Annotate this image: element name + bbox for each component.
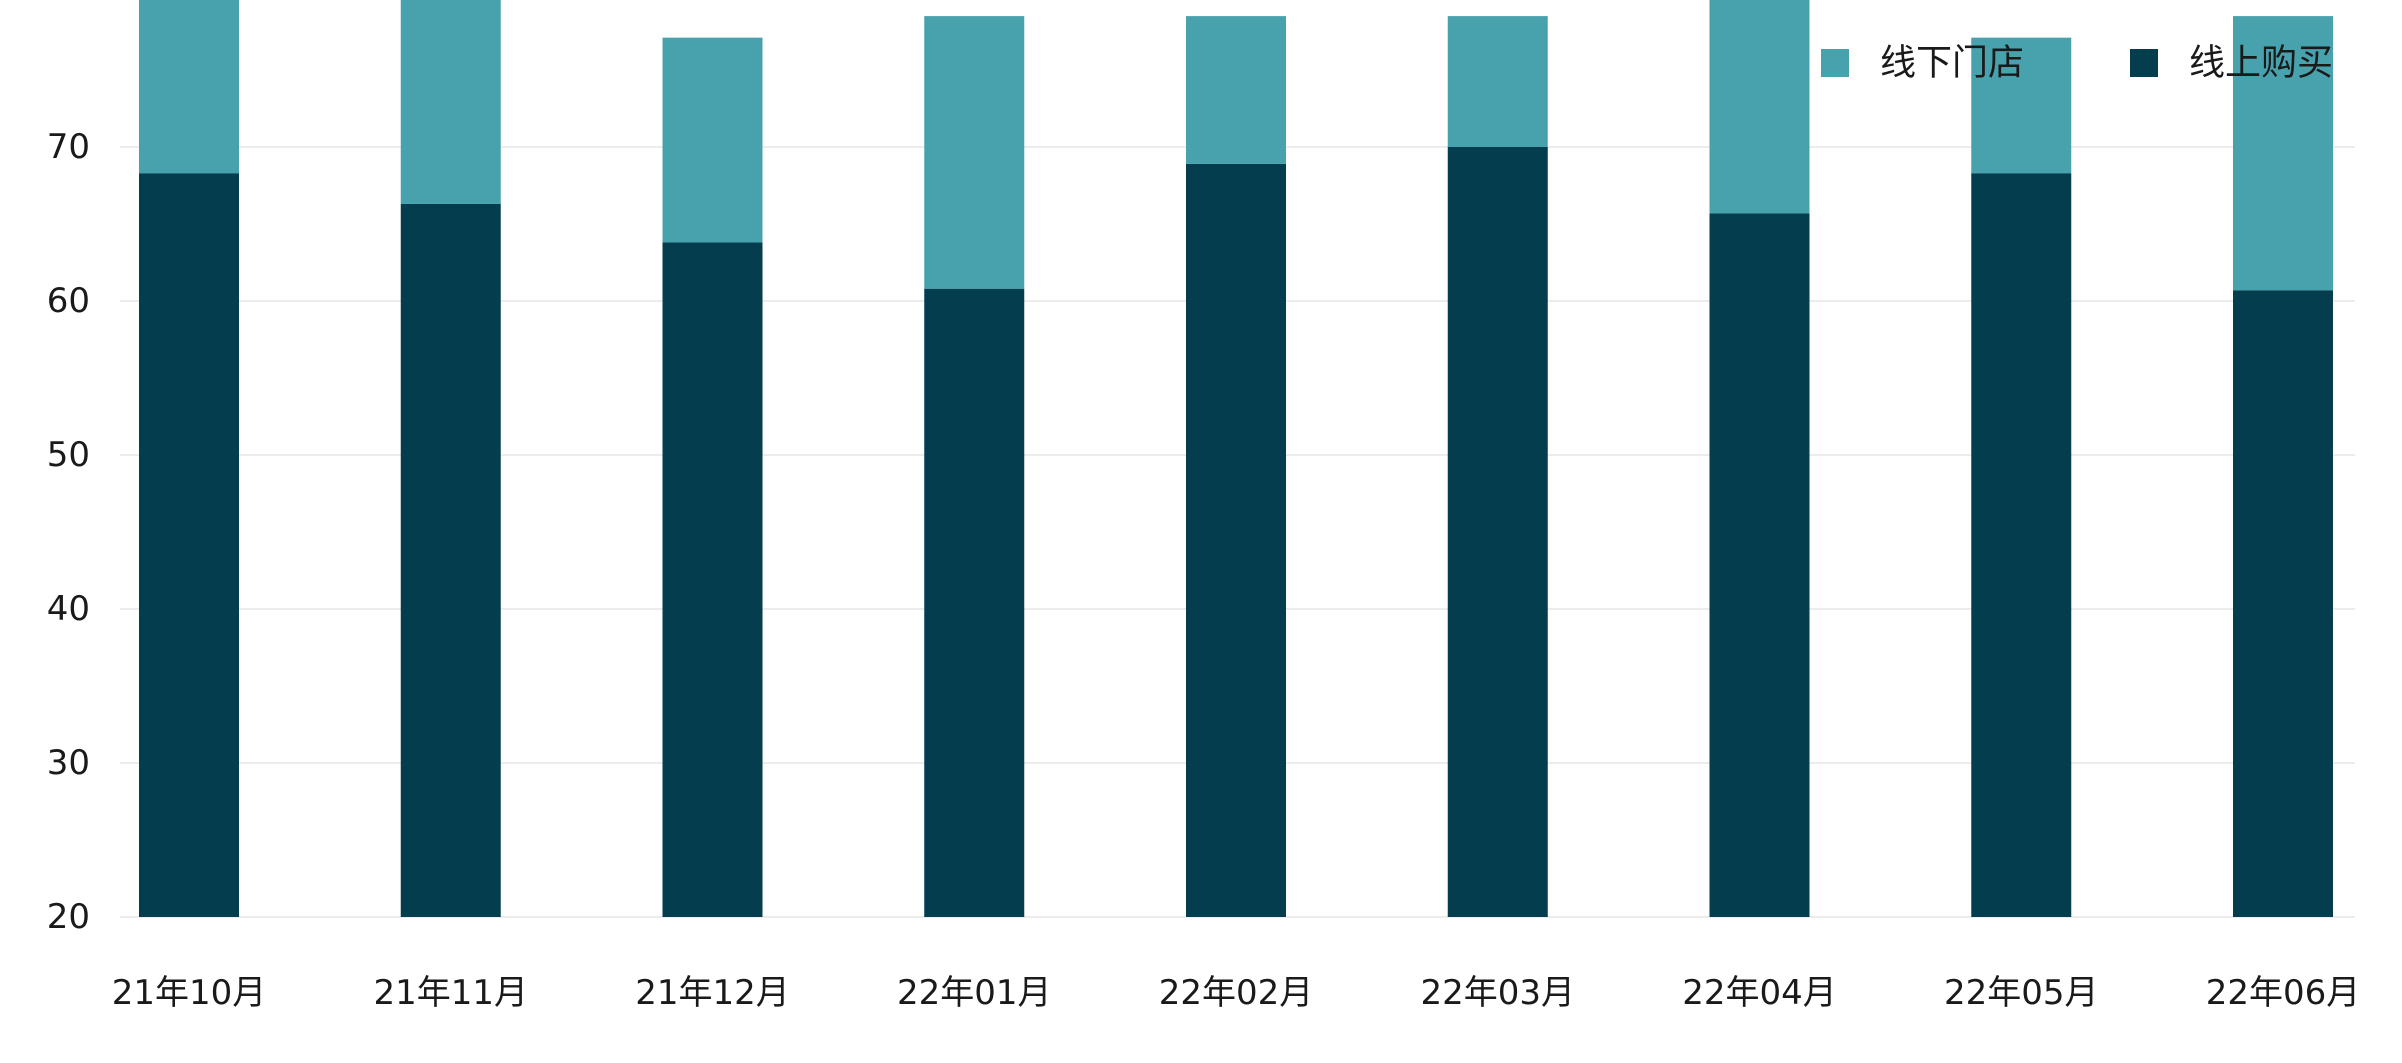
y-tick-label: 70 [47, 127, 90, 167]
legend-swatch [2130, 49, 2158, 77]
x-tick-label: 22年06月 [2206, 973, 2361, 1013]
legend-item-online: 线上购买 [2130, 43, 2333, 84]
y-tick-label: 20 [47, 897, 90, 937]
y-tick-label: 40 [47, 589, 90, 629]
legend: 线下门店 线上购买 [1821, 43, 2333, 84]
bar-online-0 [139, 173, 239, 917]
bars-layer [139, 0, 2333, 918]
bar-offline-8 [2233, 16, 2333, 291]
x-tick-label: 21年11月 [373, 973, 528, 1013]
x-axis-ticks: 21年10月 21年11月 21年12月 22年01月 22年02月 22年03月 22年0… [112, 973, 2361, 1013]
legend-item-offline: 线下门店 [1821, 43, 2024, 84]
x-tick-label: 22年05月 [1944, 973, 2099, 1013]
bar-online-4 [1186, 163, 1286, 917]
bar-online-2 [662, 242, 763, 918]
y-tick-label: 30 [47, 743, 90, 783]
bar-offline-3 [924, 16, 1025, 289]
bar-offline-4 [1186, 16, 1286, 164]
bar-online-3 [924, 288, 1025, 917]
x-tick-label: 21年12月 [635, 973, 790, 1013]
bar-offline-6 [1709, 0, 1810, 214]
x-tick-label: 21年10月 [112, 973, 267, 1013]
bar-online-6 [1709, 213, 1810, 918]
bar-online-8 [2233, 290, 2333, 918]
x-tick-label: 22年02月 [1159, 973, 1314, 1013]
legend-label: 线上购买 [2189, 43, 2333, 84]
y-axis-ticks: 20 30 40 50 60 70 [47, 127, 90, 937]
bar-offline-5 [1447, 16, 1548, 147]
bar-online-5 [1447, 147, 1548, 917]
x-tick-label: 22年01月 [897, 973, 1052, 1013]
x-tick-label: 22年04月 [1682, 973, 1837, 1013]
bar-offline-1 [400, 0, 501, 204]
bar-online-1 [400, 203, 501, 918]
legend-swatch [1821, 49, 1849, 77]
bar-offline-7 [1971, 37, 2072, 174]
y-tick-label: 60 [47, 281, 90, 321]
legend-label: 线下门店 [1880, 43, 2024, 84]
y-tick-label: 50 [47, 435, 90, 475]
bar-online-7 [1971, 173, 2072, 917]
bar-offline-2 [662, 37, 763, 243]
x-tick-label: 22年03月 [1420, 973, 1575, 1013]
bar-offline-0 [139, 0, 239, 174]
